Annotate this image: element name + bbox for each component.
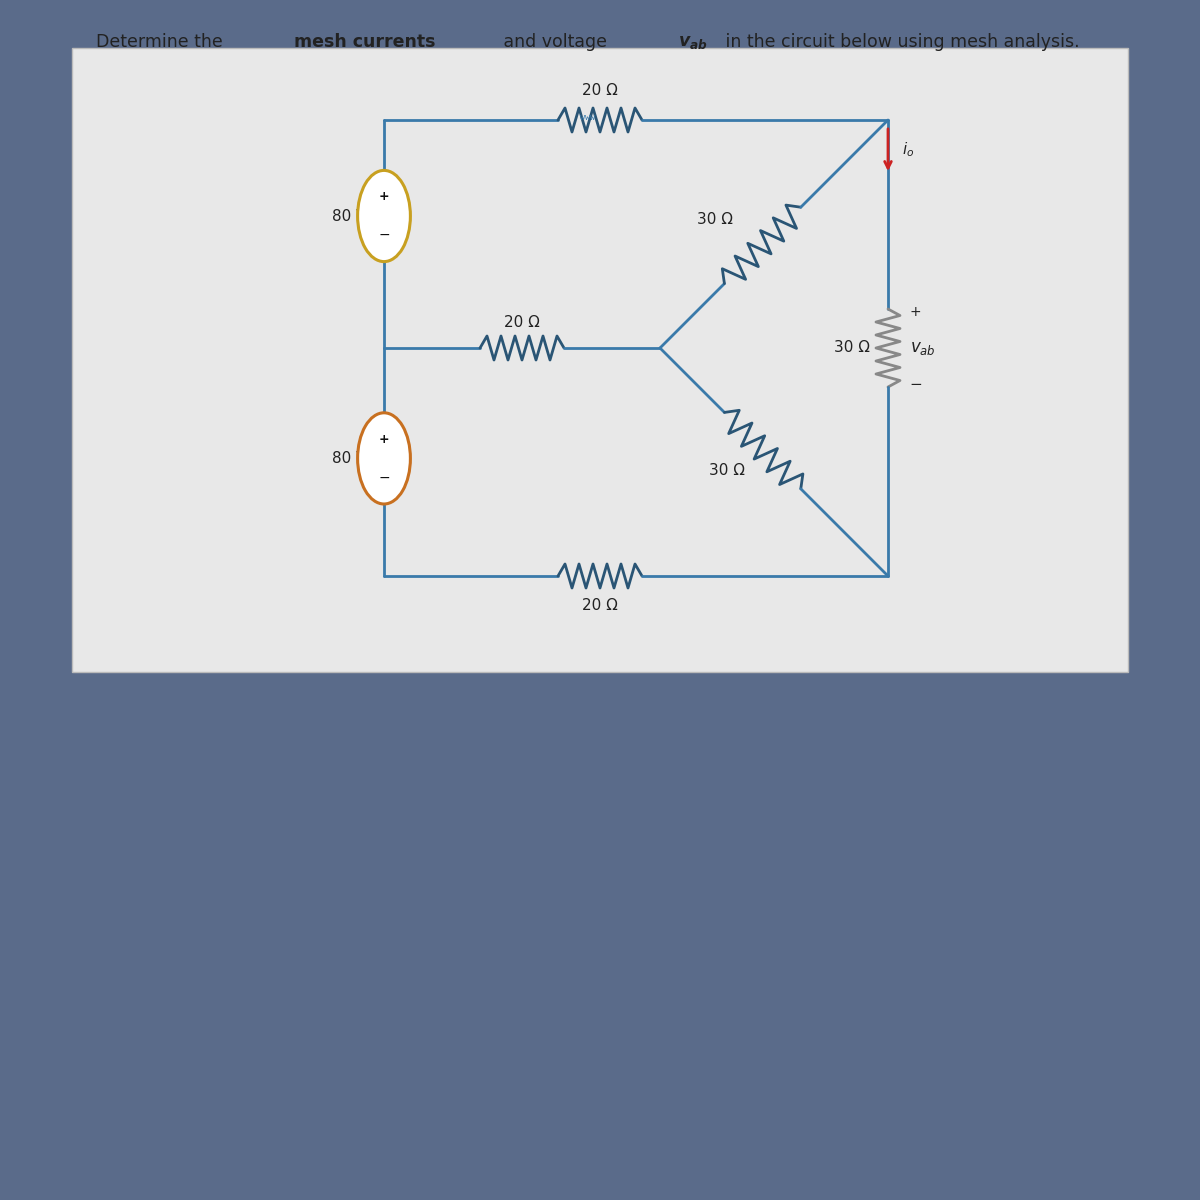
Text: in the circuit below using mesh analysis.: in the circuit below using mesh analysis… (720, 32, 1080, 50)
Text: +: + (379, 433, 389, 445)
Text: 20 Ω: 20 Ω (504, 314, 540, 330)
FancyBboxPatch shape (72, 48, 1128, 672)
Text: 30 Ω: 30 Ω (708, 462, 744, 478)
Text: www: www (581, 113, 595, 121)
Text: mesh currents: mesh currents (294, 32, 436, 50)
Text: $\bfit{v}_{ab}$: $\bfit{v}_{ab}$ (678, 32, 708, 50)
Text: $i_o$: $i_o$ (902, 140, 914, 160)
Text: 30 Ω: 30 Ω (696, 212, 732, 227)
Text: +: + (379, 191, 389, 203)
Text: 80 V: 80 V (331, 451, 366, 466)
Text: and voltage: and voltage (498, 32, 612, 50)
Text: 80 V: 80 V (331, 209, 366, 223)
Text: 20 Ω: 20 Ω (582, 83, 618, 98)
Text: −: − (378, 470, 390, 485)
Text: −: − (910, 377, 923, 391)
Text: +: + (910, 305, 922, 319)
Text: $v_{ab}$: $v_{ab}$ (910, 338, 935, 358)
Text: 20 Ω: 20 Ω (582, 598, 618, 612)
Text: 30 Ω: 30 Ω (834, 341, 870, 355)
Ellipse shape (358, 413, 410, 504)
Text: Determine the: Determine the (96, 32, 228, 50)
Ellipse shape (358, 170, 410, 262)
Text: −: − (378, 228, 390, 242)
